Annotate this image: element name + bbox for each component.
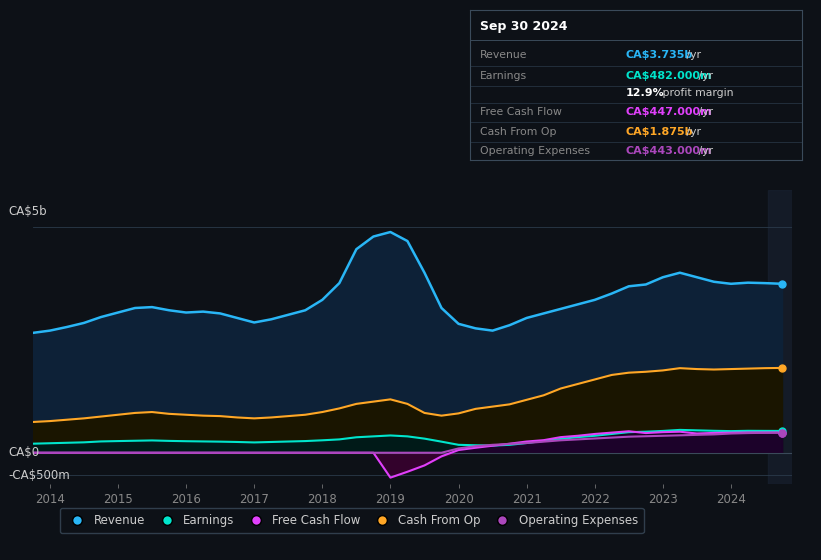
Text: Cash From Op: Cash From Op — [479, 127, 556, 137]
Text: profit margin: profit margin — [659, 88, 734, 98]
Text: Earnings: Earnings — [479, 71, 527, 81]
Text: CA$443.000m: CA$443.000m — [626, 146, 713, 156]
Text: CA$5b: CA$5b — [8, 205, 47, 218]
Bar — [768, 190, 816, 484]
Text: /yr: /yr — [695, 108, 713, 118]
Text: CA$0: CA$0 — [8, 446, 39, 459]
Text: -CA$500m: -CA$500m — [8, 469, 70, 482]
Text: Revenue: Revenue — [479, 50, 527, 60]
Text: /yr: /yr — [683, 50, 701, 60]
Text: Free Cash Flow: Free Cash Flow — [479, 108, 562, 118]
Text: /yr: /yr — [683, 127, 701, 137]
Text: /yr: /yr — [695, 146, 713, 156]
Text: /yr: /yr — [695, 71, 713, 81]
Text: CA$1.875b: CA$1.875b — [626, 127, 694, 137]
Text: CA$447.000m: CA$447.000m — [626, 108, 713, 118]
Text: CA$3.735b: CA$3.735b — [626, 50, 693, 60]
Text: Operating Expenses: Operating Expenses — [479, 146, 589, 156]
Text: Sep 30 2024: Sep 30 2024 — [479, 20, 567, 33]
Text: CA$482.000m: CA$482.000m — [626, 71, 713, 81]
Text: 12.9%: 12.9% — [626, 88, 665, 98]
Legend: Revenue, Earnings, Free Cash Flow, Cash From Op, Operating Expenses: Revenue, Earnings, Free Cash Flow, Cash … — [60, 508, 644, 533]
